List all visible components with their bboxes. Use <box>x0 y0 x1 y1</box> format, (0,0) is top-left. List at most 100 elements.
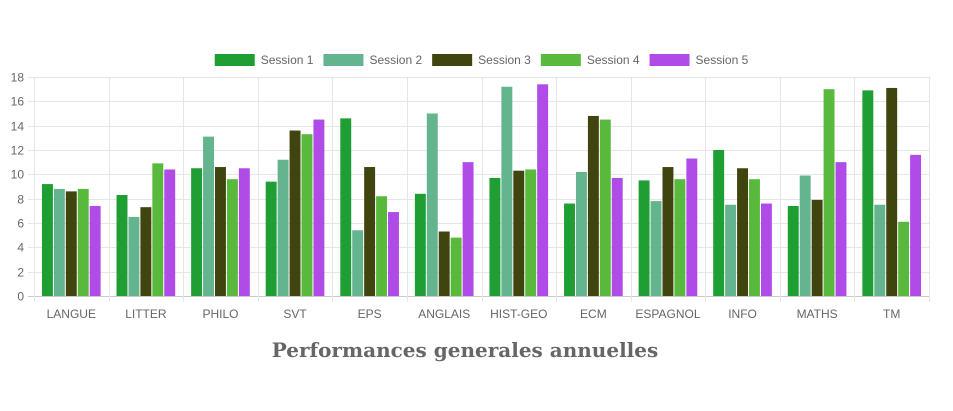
x-tick-label: LANGUE <box>47 307 96 321</box>
bar[interactable] <box>128 216 140 296</box>
bar[interactable] <box>835 162 847 296</box>
gridlines <box>28 77 930 302</box>
bar[interactable] <box>489 177 501 296</box>
legend-item[interactable]: Session 1 <box>214 53 314 67</box>
bar[interactable] <box>525 169 537 296</box>
bar[interactable] <box>140 207 152 296</box>
bars <box>41 84 922 297</box>
bar[interactable] <box>862 90 874 296</box>
bar[interactable] <box>599 119 611 296</box>
bar[interactable] <box>501 86 513 296</box>
bar[interactable] <box>537 84 549 296</box>
bar[interactable] <box>426 113 438 297</box>
legend-swatch <box>323 54 364 66</box>
bar[interactable] <box>587 115 599 297</box>
x-tick-label: INFO <box>728 307 757 321</box>
bar[interactable] <box>65 191 77 296</box>
bar[interactable] <box>203 136 214 296</box>
bar[interactable] <box>41 184 53 296</box>
legend-label: Session 5 <box>696 53 749 67</box>
bar[interactable] <box>575 171 587 296</box>
bar[interactable] <box>238 168 250 296</box>
bar[interactable] <box>874 204 886 296</box>
bar[interactable] <box>650 201 662 296</box>
y-tick-label: 14 <box>11 120 25 134</box>
chart-title: Performances generales annuelles <box>272 338 659 362</box>
x-tick-label: ECM <box>580 307 607 321</box>
bar[interactable] <box>749 179 760 296</box>
y-tick-label: 18 <box>11 71 25 85</box>
y-tick-label: 16 <box>11 95 25 109</box>
bar[interactable] <box>686 158 698 296</box>
bar[interactable] <box>164 169 176 296</box>
x-tick-label: MATHS <box>797 307 838 321</box>
bar[interactable] <box>674 179 686 296</box>
y-tick-label: 10 <box>11 168 25 182</box>
bar[interactable] <box>277 159 289 296</box>
bar[interactable] <box>725 204 737 296</box>
bar[interactable] <box>611 177 623 296</box>
legend-swatch <box>649 54 690 66</box>
bar[interactable] <box>886 87 898 296</box>
y-tick-label: 0 <box>17 290 24 304</box>
y-tick-label: 6 <box>17 217 24 231</box>
legend-label: Session 4 <box>587 53 640 67</box>
x-tick-label: HIST-GEO <box>490 307 547 321</box>
legend-item[interactable]: Session 4 <box>540 53 640 67</box>
legend-swatch <box>540 54 581 66</box>
bar[interactable] <box>799 175 811 296</box>
bar[interactable] <box>313 119 325 296</box>
bar[interactable] <box>713 150 725 296</box>
bar[interactable] <box>811 199 823 296</box>
bar[interactable] <box>787 205 799 296</box>
bar[interactable] <box>760 203 772 296</box>
bar[interactable] <box>450 237 462 296</box>
y-tick-label: 4 <box>17 241 24 255</box>
bar[interactable] <box>289 130 301 296</box>
bar[interactable] <box>116 195 128 296</box>
x-axis: LANGUE LITTER PHILO SVT EPS ANGLAIS HIST-GEO EC… <box>47 307 901 321</box>
bar[interactable] <box>53 188 65 296</box>
bar[interactable] <box>638 180 650 296</box>
bar[interactable] <box>340 118 352 297</box>
bar[interactable] <box>564 203 575 296</box>
bar[interactable] <box>191 168 203 296</box>
bar[interactable] <box>388 212 399 296</box>
legend-label: Session 2 <box>369 53 422 67</box>
x-tick-label: SVT <box>283 307 307 321</box>
y-axis: 0 2 4 6 8 10 12 14 16 18 <box>11 71 25 304</box>
x-tick-label: PHILO <box>202 307 238 321</box>
bar[interactable] <box>301 134 313 296</box>
bar[interactable] <box>265 181 277 296</box>
bar[interactable] <box>77 188 89 296</box>
legend-item[interactable]: Session 3 <box>432 53 531 67</box>
x-tick-label: ANGLAIS <box>418 307 470 321</box>
legend-item[interactable]: Session 2 <box>323 53 422 67</box>
legend-label: Session 1 <box>261 53 314 67</box>
x-tick-label: EPS <box>358 307 382 321</box>
bar[interactable] <box>89 205 101 296</box>
legend-item[interactable]: Session 5 <box>649 53 749 67</box>
bar[interactable] <box>898 221 910 296</box>
bar[interactable] <box>152 163 164 296</box>
bar[interactable] <box>414 193 426 296</box>
bar[interactable] <box>513 170 525 296</box>
bar[interactable] <box>438 231 450 296</box>
x-tick-label: LITTER <box>125 307 167 321</box>
bar[interactable] <box>462 162 474 296</box>
legend-swatch <box>432 54 473 66</box>
bar[interactable] <box>376 196 388 296</box>
x-tick-label: ESPAGNOL <box>635 307 700 321</box>
bar[interactable] <box>737 168 749 296</box>
bar[interactable] <box>364 167 376 296</box>
bar[interactable] <box>352 230 364 296</box>
y-tick-label: 2 <box>17 266 24 280</box>
bar[interactable] <box>823 89 835 296</box>
y-tick-label: 8 <box>17 193 24 207</box>
bar[interactable] <box>226 179 238 296</box>
bar[interactable] <box>214 167 226 296</box>
bar[interactable] <box>910 154 922 296</box>
bar[interactable] <box>662 167 674 296</box>
legend-swatch <box>214 54 255 66</box>
